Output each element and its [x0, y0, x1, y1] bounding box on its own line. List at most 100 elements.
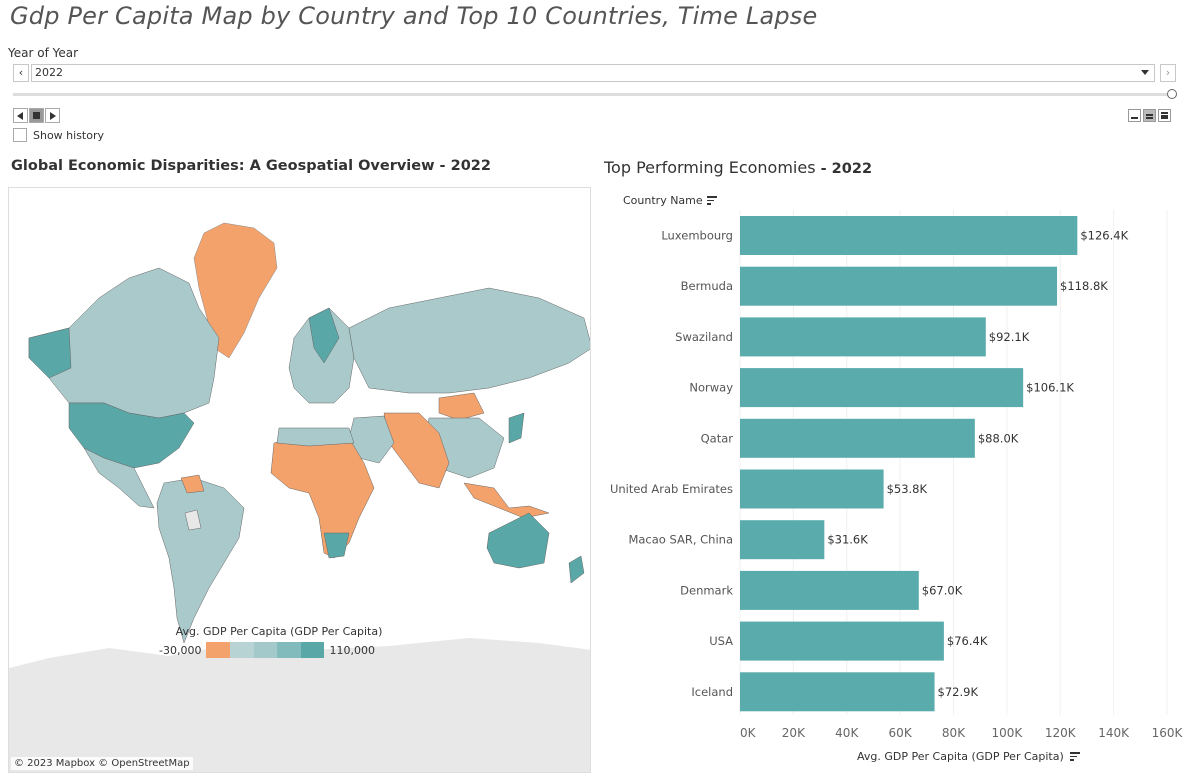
year-slider-track[interactable] — [13, 93, 1170, 96]
bar-chart-title-main: Top Performing Economies — [604, 158, 816, 177]
stop-button[interactable] — [29, 108, 44, 123]
region-bolivia — [184, 509, 202, 531]
year-filter: ‹ 2022 › — [13, 64, 1176, 82]
region-mexico — [83, 447, 155, 509]
speed-normal-button[interactable] — [1143, 109, 1156, 122]
bar[interactable] — [740, 418, 975, 458]
x-tick-label: 20K — [782, 726, 806, 740]
map-canvas — [9, 222, 590, 772]
year-dropdown-value: 2022 — [35, 66, 63, 79]
year-slider-handle[interactable] — [1167, 89, 1177, 99]
playback-speed — [1128, 109, 1171, 122]
category-label: Qatar — [701, 431, 734, 445]
category-label: Macao SAR, China — [628, 533, 733, 547]
bar[interactable] — [740, 520, 825, 560]
map-title: Global Economic Disparities: A Geospatia… — [11, 158, 491, 174]
legend-swatch — [206, 642, 231, 658]
region-venezuela — [180, 474, 205, 494]
legend-max-label: 110,000 — [329, 643, 375, 657]
speed-slow-button[interactable] — [1128, 109, 1141, 122]
chevron-down-icon — [1141, 70, 1149, 75]
region-canada — [28, 267, 220, 419]
data-label: $118.8K — [1060, 279, 1108, 293]
region-scandinavia — [308, 307, 340, 364]
region-australia — [486, 512, 550, 569]
playback-controls — [13, 108, 60, 123]
bar[interactable] — [740, 368, 1024, 408]
map-attribution[interactable]: © 2023 Mapbox © OpenStreetMap — [11, 757, 193, 770]
country-name-header-label: Country Name — [623, 194, 703, 207]
x-tick-label: 40K — [835, 726, 859, 740]
x-tick-label: 140K — [1098, 726, 1130, 740]
sort-icon[interactable] — [706, 196, 717, 205]
show-history-label: Show history — [33, 128, 105, 142]
region-southern-africa — [323, 532, 350, 559]
legend-min-label: -30,000 — [159, 643, 202, 657]
bar[interactable] — [740, 317, 986, 357]
region-antarctica — [9, 638, 590, 772]
year-dropdown[interactable]: 2022 — [31, 64, 1155, 82]
region-japan — [508, 412, 525, 444]
region-southeast-asia — [463, 482, 550, 519]
bar-chart[interactable]: 0K 20K 40K 60K 80K 100K 120K 140K 160K Luxembourg… — [600, 210, 1185, 745]
x-tick-label: 120K — [1045, 726, 1077, 740]
bar[interactable] — [740, 469, 884, 509]
data-label: $31.6K — [827, 533, 868, 547]
speed-fast-button[interactable] — [1158, 109, 1171, 122]
next-year-button[interactable]: › — [1160, 64, 1176, 82]
x-axis-title: Avg. GDP Per Capita (GDP Per Capita) — [857, 750, 1080, 763]
region-alaska — [28, 327, 72, 379]
region-russia — [348, 287, 590, 394]
legend-scale: -30,000 110,000 — [159, 642, 399, 658]
x-axis-title-label: Avg. GDP Per Capita (GDP Per Capita) — [857, 750, 1064, 763]
world-map[interactable]: Avg. GDP Per Capita (GDP Per Capita) -30… — [8, 187, 591, 773]
x-tick-label: 60K — [889, 726, 913, 740]
year-filter-label: Year of Year — [8, 46, 79, 60]
x-tick-label: 0K — [740, 726, 757, 740]
data-label: $88.0K — [978, 431, 1019, 445]
legend-color-ramp — [206, 642, 325, 658]
x-tick-label: 160K — [1152, 726, 1184, 740]
legend-swatch — [277, 642, 301, 658]
x-tick-label: 80K — [942, 726, 966, 740]
step-back-button[interactable] — [13, 108, 28, 123]
bar[interactable] — [740, 621, 944, 661]
country-name-header[interactable]: Country Name — [623, 194, 717, 207]
map-legend: Avg. GDP Per Capita (GDP Per Capita) -30… — [159, 625, 399, 658]
region-mongolia — [438, 392, 485, 421]
legend-swatch — [230, 642, 254, 658]
legend-swatch — [300, 642, 325, 658]
data-label: $53.8K — [887, 482, 928, 496]
bar[interactable] — [740, 216, 1078, 255]
category-label: Norway — [689, 381, 733, 395]
data-label: $76.4K — [947, 634, 988, 648]
region-south-america — [156, 477, 245, 644]
category-label: United Arab Emirates — [610, 482, 733, 496]
bar[interactable] — [740, 570, 919, 610]
category-label: Iceland — [691, 685, 733, 699]
data-label: $106.1K — [1026, 381, 1074, 395]
category-label: Denmark — [680, 583, 733, 597]
dashboard-title: Gdp Per Capita Map by Country and Top 10… — [10, 2, 818, 30]
category-label: Luxembourg — [661, 229, 733, 243]
bar[interactable] — [740, 266, 1058, 306]
category-label: Bermuda — [681, 279, 733, 293]
prev-year-button[interactable]: ‹ — [13, 64, 29, 82]
data-label: $92.1K — [989, 330, 1030, 344]
bar-chart-title: Top Performing Economies - 2022 — [604, 158, 872, 177]
x-tick-label: 100K — [991, 726, 1023, 740]
sort-icon[interactable] — [1069, 752, 1080, 761]
play-button[interactable] — [45, 108, 60, 123]
bar[interactable] — [740, 672, 935, 712]
bar-chart-title-year: - 2022 — [815, 161, 873, 177]
region-greenland — [193, 222, 278, 359]
region-south-asia — [383, 412, 450, 489]
show-history-checkbox[interactable] — [13, 128, 27, 142]
region-new-zealand — [568, 555, 585, 584]
show-history-toggle[interactable]: Show history — [13, 128, 104, 142]
data-label: $72.9K — [938, 685, 979, 699]
region-north-africa — [276, 427, 355, 447]
category-label: USA — [709, 634, 733, 648]
data-label: $126.4K — [1080, 229, 1128, 243]
data-label: $67.0K — [922, 583, 963, 597]
